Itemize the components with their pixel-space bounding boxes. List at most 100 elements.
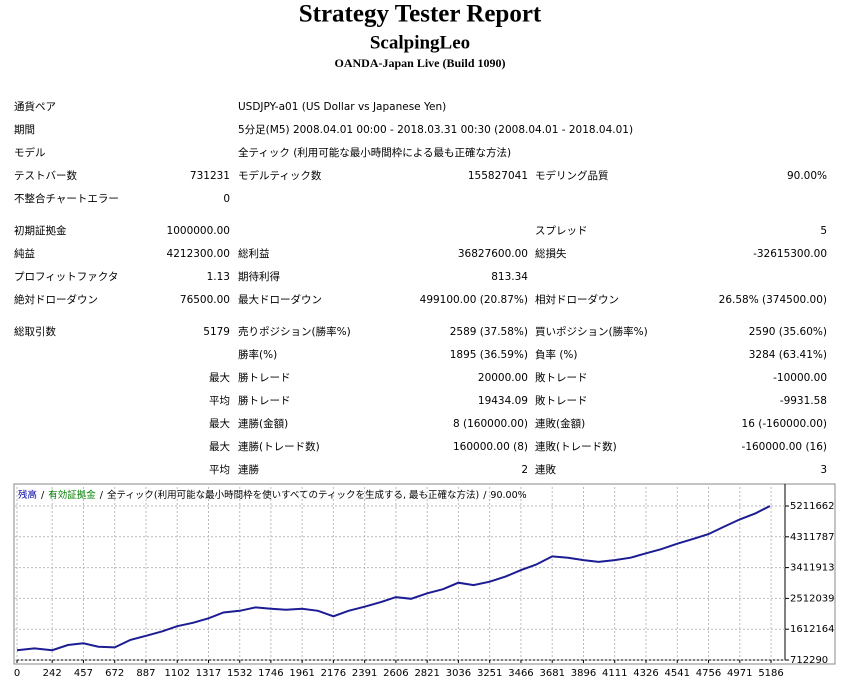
row-value: 1000000.00 [167, 225, 230, 237]
row-value: 76500.00 [180, 294, 230, 306]
legend: 残高 / 有効証拠金 / 全ティック(利用可能な最小時間枠を使いすべてのティックを生成す… [18, 489, 527, 501]
row-value: -10000.00 [773, 372, 827, 384]
row-label: 総利益 [238, 247, 270, 260]
x-tick-label: 4971 [727, 668, 752, 679]
row-value: 16 (-160000.00) [742, 418, 827, 430]
x-tick-label: 3466 [508, 668, 533, 679]
x-tick-label: 4541 [665, 668, 690, 679]
y-tick-label: 2512039 [790, 593, 835, 604]
balance-line [16, 505, 771, 652]
x-tick-label: 1961 [289, 668, 314, 679]
row-value: 2 [521, 464, 528, 476]
row-value: 36827600.00 [458, 248, 528, 260]
x-tick-label: 3896 [571, 668, 596, 679]
row-label: スプレッド [535, 225, 588, 237]
x-tick-label: 4326 [633, 668, 658, 679]
x-tick-label: 2176 [321, 668, 346, 679]
row-value: 8 (160000.00) [453, 418, 528, 430]
row-label: 勝トレード [238, 371, 291, 384]
row-value: 1.13 [207, 271, 230, 283]
row-value: 5 [820, 225, 827, 237]
row-label: 総損失 [535, 247, 567, 260]
chart-frame [13, 483, 836, 665]
legend-item: 全ティック(利用可能な最小時間枠を使いすべてのティックを生成する, 最も正確な方… [107, 489, 479, 501]
row-label: 連敗(トレード数) [535, 440, 617, 453]
x-tick-label: 5186 [758, 668, 783, 679]
row-label: 相対ドローダウン [535, 293, 619, 306]
x-tick-label: 1317 [196, 668, 221, 679]
row-label: モデリング品質 [535, 169, 609, 182]
row-label: 初期証拠金 [14, 224, 67, 237]
row-label: 連勝 [238, 463, 259, 476]
x-tick-label: 887 [136, 668, 155, 679]
row-value: 90.00% [787, 170, 827, 182]
legend-item: / [41, 490, 45, 501]
x-tick-label: 1532 [227, 668, 252, 679]
row-value: 26.58% (374500.00) [719, 294, 827, 306]
row-label: 全ティック (利用可能な最小時間枠による最も正確な方法) [238, 146, 511, 159]
row-label: 絶対ドローダウン [14, 293, 98, 306]
y-tick-label: 712290 [790, 655, 828, 666]
row-value: 最大 [209, 371, 230, 384]
row-label: 売りポジション(勝率%) [238, 325, 351, 338]
row-value: 平均 [209, 395, 230, 407]
row-label: 連勝(金額) [238, 417, 288, 430]
row-label: 敗トレード [535, 371, 588, 384]
y-tick-label: 4311787 [790, 532, 835, 543]
row-value: 155827041 [468, 170, 528, 182]
row-label: テストバー数 [14, 169, 77, 182]
y-tick-label: 3411913 [790, 563, 835, 574]
row-label: USDJPY-a01 (US Dollar vs Japanese Yen) [238, 101, 446, 113]
row-value: 0 [223, 193, 230, 205]
x-tick-label: 457 [74, 668, 93, 679]
row-label: 不整合チャートエラー [14, 192, 119, 205]
row-label: 負率 (%) [535, 348, 578, 361]
row-label: プロフィットファクタ [14, 271, 118, 283]
row-value: 19434.09 [478, 395, 528, 407]
row-label: 勝トレード [238, 394, 291, 407]
x-tick-label: 0 [14, 668, 20, 679]
x-tick-label: 1746 [258, 668, 283, 679]
x-tick-label: 4756 [696, 668, 721, 679]
row-label: 敗トレード [535, 394, 588, 407]
row-label: 総取引数 [14, 325, 56, 338]
row-value: 731231 [190, 170, 230, 182]
row-label: 期待利得 [238, 270, 280, 283]
x-tick-label: 3681 [539, 668, 564, 679]
y-tick-label: 1612164 [790, 624, 835, 635]
row-value: 1895 (36.59%) [450, 349, 528, 361]
row-label: 最大ドローダウン [238, 293, 322, 306]
server-name: OANDA-Japan Live (Build 1090) [334, 56, 505, 70]
row-value: 20000.00 [478, 372, 528, 384]
row-label: 5分足(M5) 2008.04.01 00:00 - 2018.03.31 00… [238, 124, 633, 136]
row-label: モデル [14, 146, 46, 159]
row-value: 2590 (35.60%) [749, 326, 827, 338]
legend-item: 90.00% [490, 490, 526, 501]
row-value: 3284 (63.41%) [749, 349, 827, 361]
x-tick-label: 4111 [602, 668, 627, 679]
x-tick-label: 2606 [383, 668, 408, 679]
row-value: 813.34 [491, 271, 528, 283]
row-value: 5179 [203, 326, 230, 338]
row-label: 買いポジション(勝率%) [535, 325, 648, 338]
row-value: 平均 [209, 464, 230, 476]
row-label: モデルティック数 [238, 169, 322, 182]
row-value: 3 [820, 464, 827, 476]
expert-name: ScalpingLeo [370, 32, 470, 53]
y-tick-label: 5211662 [790, 501, 835, 512]
row-label: 連勝(トレード数) [238, 440, 320, 453]
row-value: 160000.00 (8) [453, 441, 528, 453]
row-value: 499100.00 (20.87%) [420, 294, 528, 306]
x-tick-label: 3036 [446, 668, 471, 679]
legend-item: / [100, 490, 104, 501]
row-value: 2589 (37.58%) [450, 326, 528, 338]
row-value: 4212300.00 [167, 248, 230, 260]
row-label: 連敗 [535, 463, 556, 476]
legend-item: / [483, 490, 487, 501]
row-label: 連敗(金額) [535, 417, 585, 430]
row-value: 最大 [209, 440, 230, 453]
x-tick-label: 1102 [165, 668, 190, 679]
x-tick-label: 242 [43, 668, 62, 679]
